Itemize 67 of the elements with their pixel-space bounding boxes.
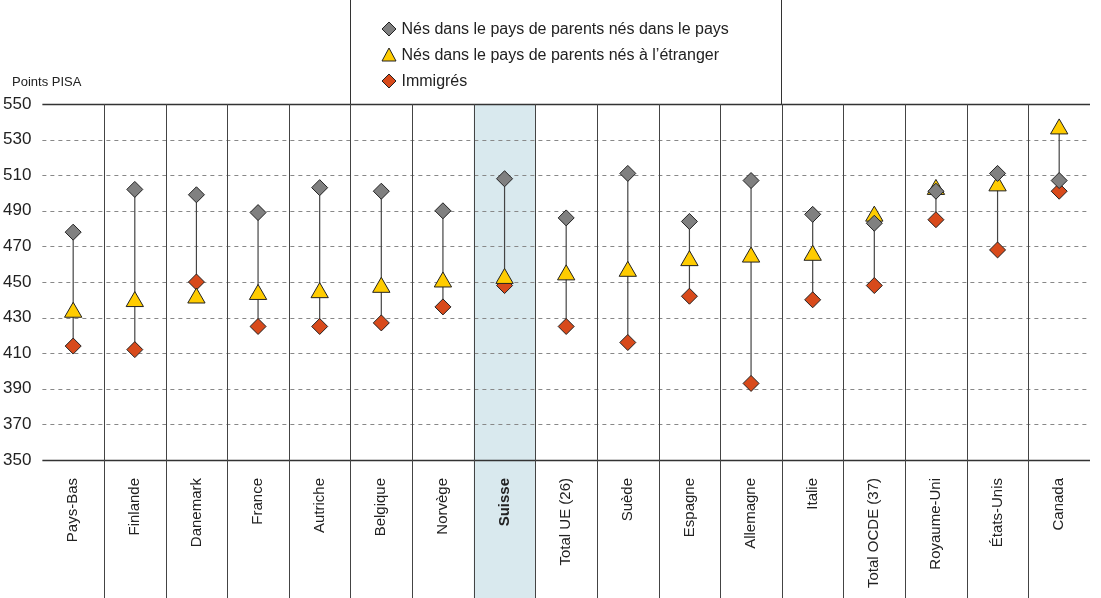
point (989, 241, 1007, 259)
x-tick-label: Royaume-Uni (926, 477, 944, 570)
point (187, 186, 205, 204)
point (989, 164, 1007, 182)
y-tick-label: 350 (2, 449, 32, 469)
point (434, 202, 452, 220)
point (372, 314, 390, 332)
point (557, 209, 575, 227)
point (64, 223, 82, 241)
point (865, 277, 883, 295)
point (927, 182, 945, 200)
point (496, 170, 514, 188)
x-tick-label: Pays-Bas (63, 477, 81, 543)
point (311, 179, 329, 197)
x-tick-label: Total UE (26) (556, 477, 574, 566)
x-tick-label: Canada (1049, 477, 1067, 531)
point (311, 317, 329, 335)
y-tick-label: 550 (2, 93, 32, 113)
x-tick-label: Suède (617, 477, 635, 522)
point (557, 317, 575, 335)
point (125, 291, 144, 308)
point (64, 337, 82, 355)
point (434, 298, 452, 316)
x-tick-label: Espagne (679, 477, 697, 538)
legend-label: Nés dans le pays de parents nés dans le pays (401, 20, 729, 38)
point (310, 282, 329, 299)
y-tick-label: 430 (2, 307, 32, 327)
x-tick-label: Italie (802, 477, 820, 510)
y-tick-label: 410 (2, 342, 32, 362)
point (126, 180, 144, 198)
point (249, 317, 267, 335)
y-tick-label: 490 (2, 200, 32, 220)
point (680, 287, 698, 305)
point (742, 172, 760, 190)
point (742, 374, 760, 392)
x-tick-label: Danemark (186, 477, 204, 548)
legend-label: Nés dans le pays de parents nés à l’étranger (401, 46, 720, 64)
point (680, 212, 698, 230)
x-tick-label: Total OCDE (37) (864, 477, 882, 589)
y-tick-label: 370 (2, 414, 32, 434)
point (680, 250, 699, 267)
point (249, 204, 267, 222)
y-tick-label: 450 (2, 271, 32, 291)
point (126, 341, 144, 359)
legend-label: Immigrés (401, 72, 468, 90)
point (927, 211, 945, 229)
point (372, 182, 390, 200)
x-tick-label: Belgique (371, 477, 389, 537)
x-tick-label: Suisse (494, 477, 512, 527)
point (619, 334, 637, 351)
x-tick-label: États-Unis (987, 477, 1005, 548)
point (865, 214, 883, 232)
y-tick-label: 470 (2, 236, 32, 256)
point (1050, 172, 1068, 190)
x-tick-label: Allemagne (741, 477, 759, 549)
point (804, 291, 822, 309)
y-tick-label: 390 (2, 378, 32, 398)
y-tick-label: 530 (2, 129, 32, 149)
y-axis-title: Points PISA (12, 74, 82, 89)
x-tick-label: Autriche (309, 477, 327, 533)
x-tick-label: France (248, 477, 266, 525)
point (187, 273, 205, 291)
point (804, 205, 822, 223)
point (619, 164, 637, 182)
x-tick-label: Finlande (124, 477, 142, 536)
x-tick-label: Norvège (433, 477, 451, 535)
y-tick-label: 510 (2, 164, 32, 184)
